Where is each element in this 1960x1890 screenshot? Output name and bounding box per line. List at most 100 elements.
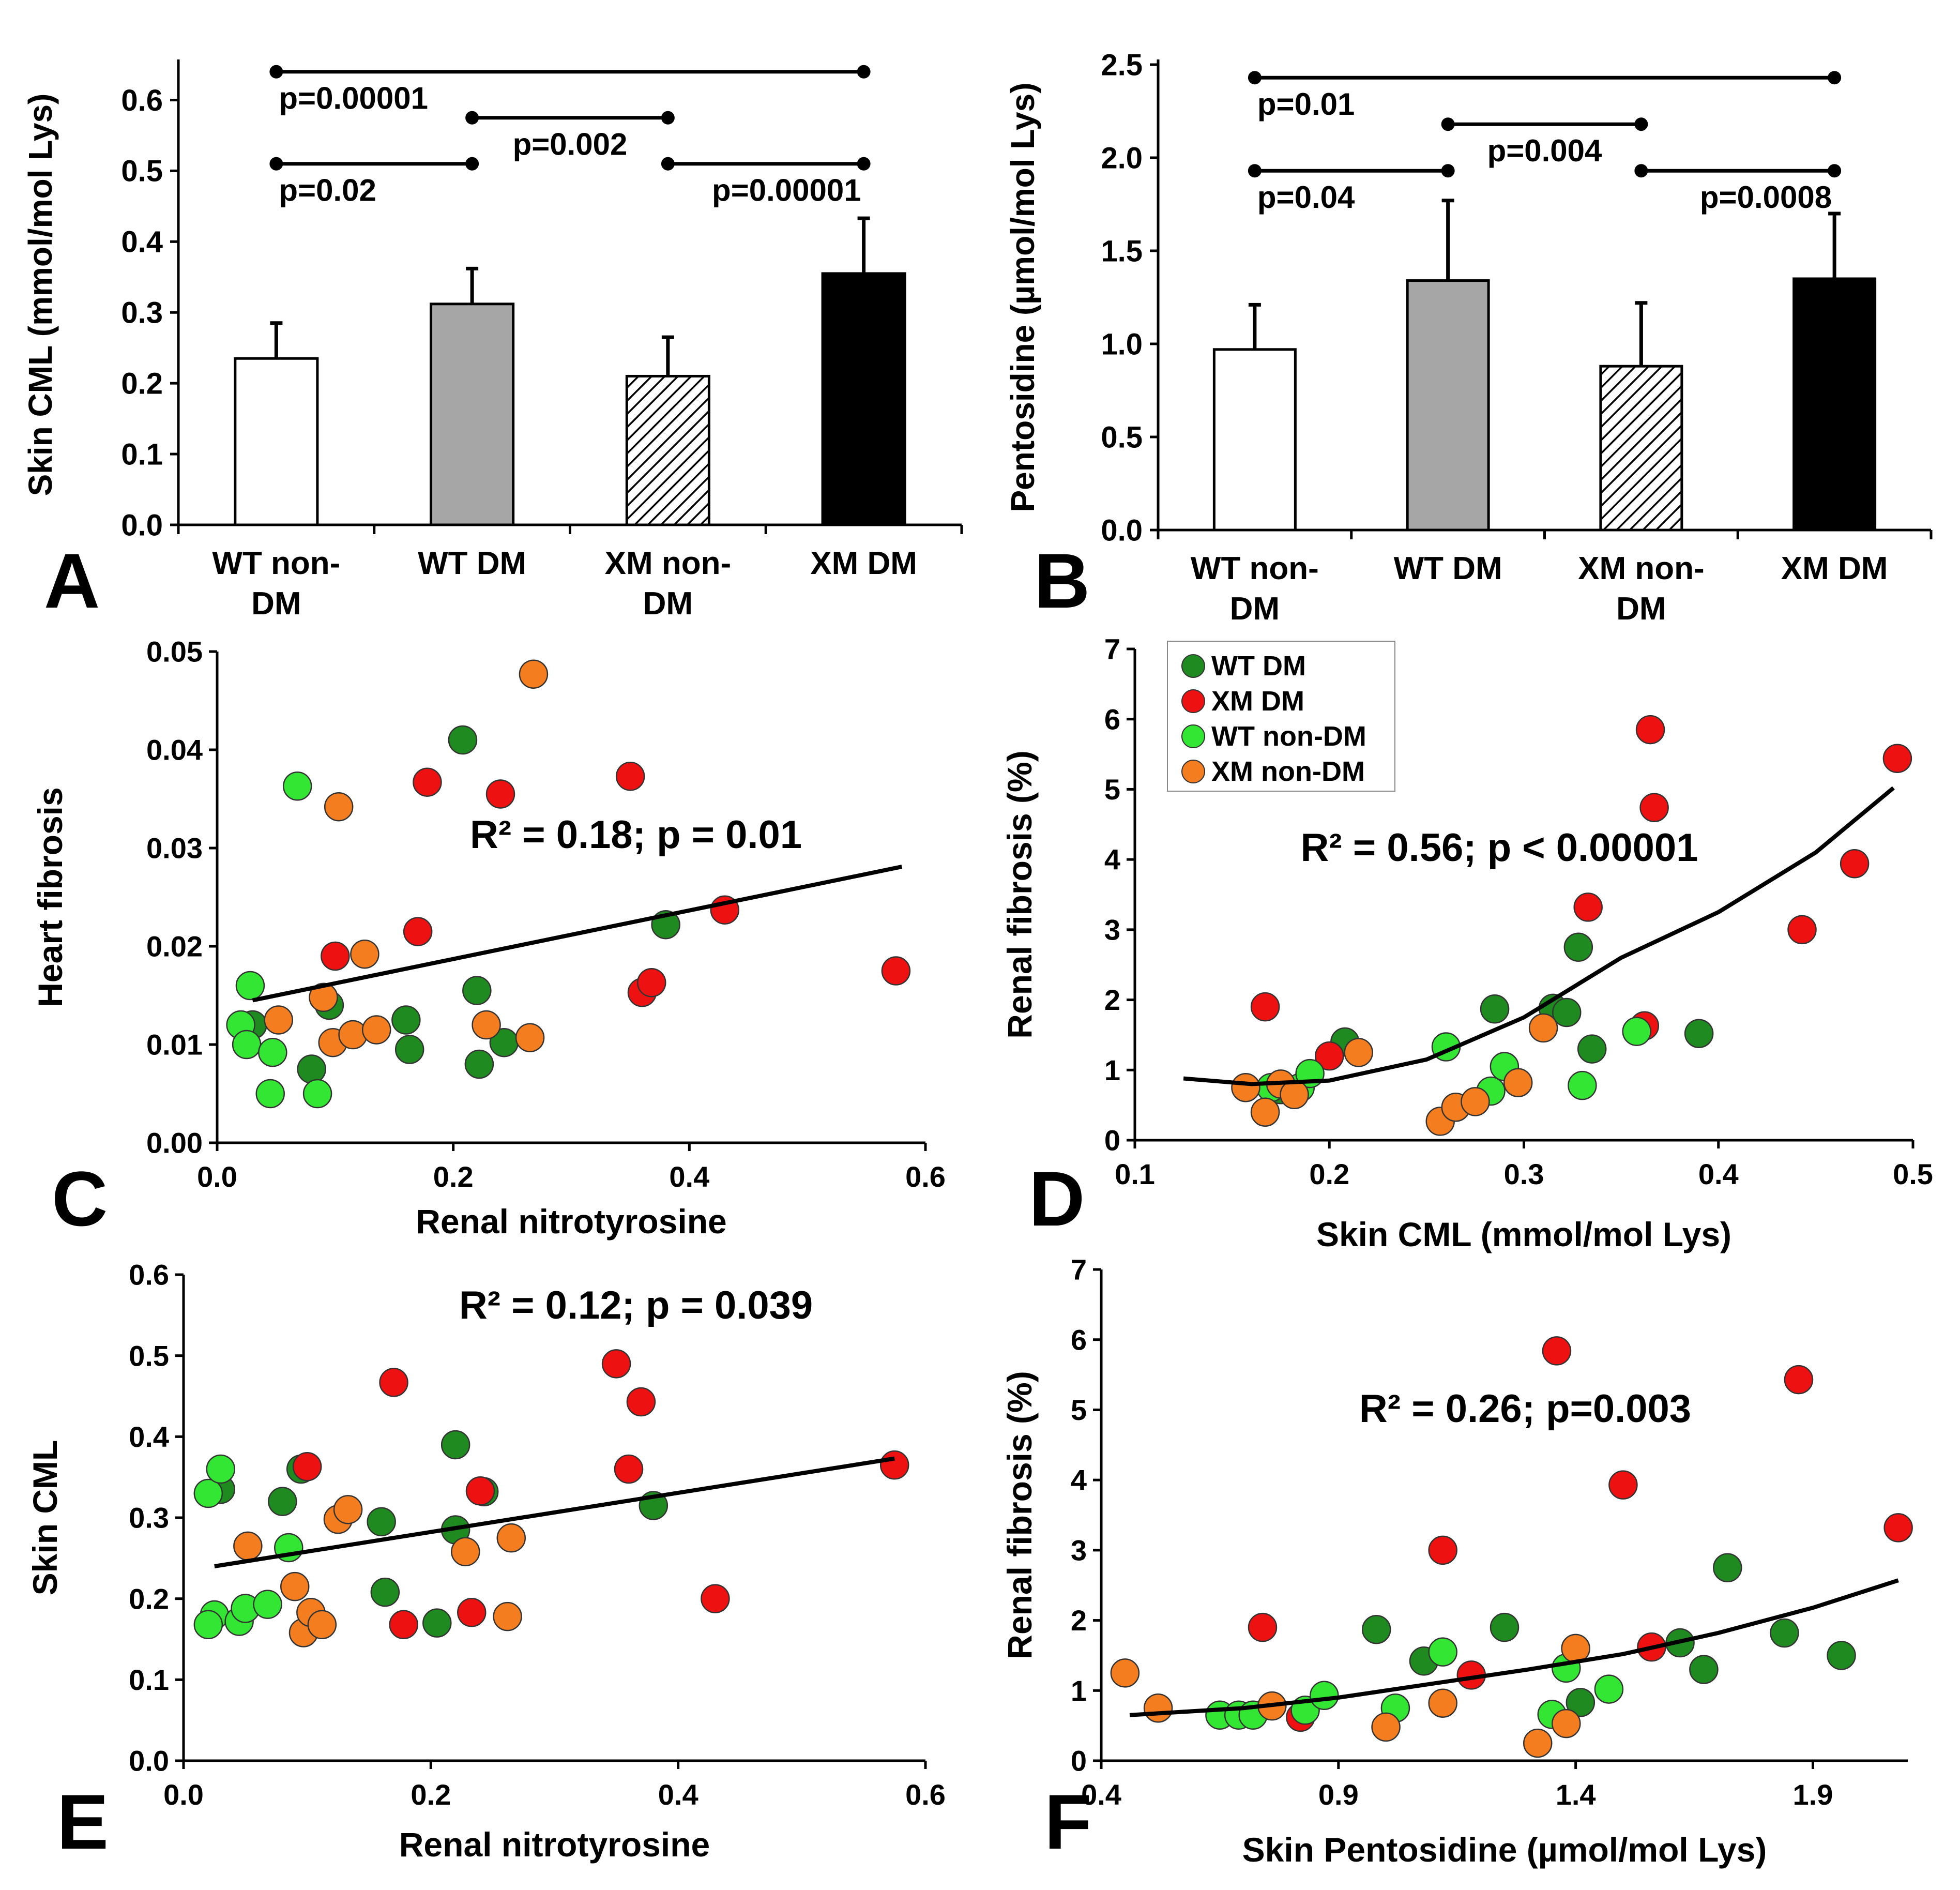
r-squared-annotation: R² = 0.18; p = 0.01 [470,813,802,857]
y-tick-label: 0.1 [121,437,163,471]
y-tick-label: 0.6 [121,84,163,117]
y-tick-label: 1.0 [1101,327,1143,361]
point-xm-dm [403,917,433,946]
legend-label-xm-dm: XM DM [1211,686,1304,717]
point-wt-dm [1770,1618,1799,1648]
point-wt-dm [394,1035,424,1064]
point-xm-dm [1883,1513,1913,1543]
point-wt-dm [1490,1612,1520,1642]
trend-line [214,1456,895,1568]
significance-end-dot [1248,71,1262,85]
point-xm-non-dm [1250,1097,1280,1127]
point-xm-non-dm [233,1531,263,1561]
point-xm-non-dm [1231,1072,1260,1102]
panel-letter-b: B [1034,537,1090,624]
legend-marker-wt-non-dm [1181,724,1205,748]
significance-end-dot [1634,164,1648,178]
point-xm-dm [1840,849,1870,879]
legend: WT DM XM DM WT non-DM XM non-DM [1167,641,1395,792]
significance-end-dot [269,157,283,171]
y-tick-label: 0.04 [146,734,203,766]
point-xm-non-dm [472,1010,501,1040]
legend-box [1167,641,1395,792]
point-xm-dm [1315,1041,1344,1071]
legend-label-wt-dm: WT DM [1211,651,1306,682]
point-xm-dm [1787,915,1817,945]
bar-wt-non-dm [234,357,319,526]
y-tick-label: 0.5 [1101,420,1143,454]
x-tick-label: 1.9 [1793,1778,1833,1811]
point-xm-non-dm [451,1537,480,1567]
point-xm-dm [389,1610,418,1640]
x-tick-label: 0.3 [1504,1158,1544,1190]
legend-marker-xm-dm [1181,689,1205,713]
point-wt-dm [367,1507,396,1537]
point-xm-non-dm [280,1571,310,1601]
p-value-label: p=0.004 [1487,133,1602,168]
bar-wt-dm [430,303,515,526]
point-xm-dm [1882,744,1912,773]
y-tick-label: 1.5 [1101,234,1143,268]
x-axis-label: Skin Pentosidine (µmol/mol Lys) [1242,1831,1767,1869]
point-wt-non-dm [283,772,312,801]
y-tick-label: 6 [1071,1323,1087,1356]
point-wt-non-dm [258,1037,287,1067]
point-wt-dm [422,1608,452,1638]
x-tick-label: 0.2 [433,1160,474,1193]
point-wt-dm [464,1049,494,1079]
point-xm-non-dm [493,1601,522,1631]
y-tick-label: 0 [1104,1124,1120,1157]
p-value-label: p=0.002 [513,127,628,162]
point-xm-dm [465,1476,495,1506]
x-category-label: WT non- [1191,551,1319,586]
legend-label-xm-non-dm: XM non-DM [1211,756,1365,787]
x-tick-label: 0.9 [1318,1778,1359,1811]
point-xm-dm [1542,1336,1572,1366]
point-xm-non-dm [496,1523,526,1553]
point-xm-dm [485,779,515,809]
point-xm-non-dm [1143,1693,1173,1723]
x-tick-label: 1.4 [1556,1778,1596,1811]
point-wt-dm [370,1577,400,1607]
point-xm-dm [413,767,442,797]
point-xm-non-dm [1110,1658,1140,1688]
panel-letter-d: D [1029,1155,1085,1242]
point-wt-dm [1480,994,1510,1024]
point-wt-dm [1552,997,1582,1027]
point-xm-non-dm [338,1020,368,1050]
x-category-label: XM non- [605,546,732,581]
point-xm-non-dm [1503,1068,1533,1097]
point-wt-dm [1563,932,1593,962]
point-xm-dm [1635,715,1665,745]
bar-wt-non-dm [1212,348,1297,532]
point-xm-dm [457,1598,487,1627]
point-wt-non-dm [253,1590,282,1619]
point-xm-dm [701,1584,730,1613]
point-wt-non-dm [1622,1017,1651,1046]
point-xm-non-dm [350,939,379,969]
point-xm-dm [614,1454,644,1484]
point-xm-dm [379,1368,408,1397]
point-xm-non-dm [1344,1038,1373,1067]
y-tick-label: 5 [1104,773,1120,806]
point-wt-dm [1684,1019,1714,1048]
panel-d-renal-fibrosis-cml-scatter: 0 1 2 3 4 5 6 7 0.1 0.2 0.3 0.4 0.5 R² = 0.56; p < 0.… [1000,633,1933,1253]
x-tick-label: 0.4 [669,1160,709,1193]
x-tick-label: 0.6 [905,1160,946,1193]
point-xm-dm [601,1349,631,1379]
point-xm-non-dm [1528,1013,1558,1043]
point-wt-dm [1713,1553,1742,1583]
y-tick-label: 0.2 [121,367,163,400]
point-wt-non-dm [1310,1681,1339,1711]
point-wt-dm [1689,1655,1719,1684]
point-wt-dm [297,1054,326,1084]
trend-curve [1183,786,1895,1086]
point-xm-dm [1639,793,1669,822]
point-wt-non-dm [206,1454,235,1484]
y-axis-label: Skin CML [26,1440,64,1596]
x-tick-label: 0.2 [411,1778,451,1811]
significance-end-dot [1634,117,1648,131]
x-category-label: WT DM [1394,551,1502,586]
panel-b-pentosidine-bar-chart: 0.0 0.5 1.0 1.5 2.0 2.5 WT non- DM WT DM XM non- D… [1004,48,1933,627]
y-tick-label: 0 [1071,1745,1087,1777]
